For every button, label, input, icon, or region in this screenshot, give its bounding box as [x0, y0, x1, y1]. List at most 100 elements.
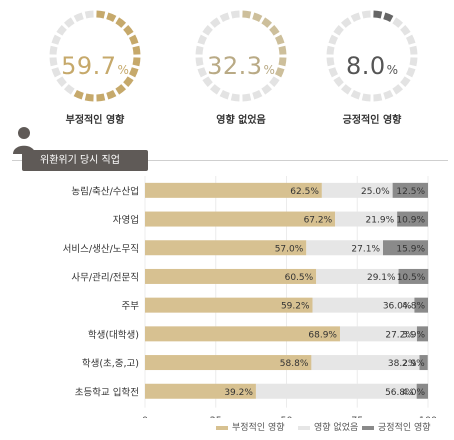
data-label: 29.1%: [367, 273, 396, 283]
donut-segment: [340, 84, 352, 95]
donut-segment: [405, 67, 416, 78]
donut-segment: [274, 34, 285, 45]
x-tick-label: 75: [351, 416, 363, 418]
data-label: 36.0%: [383, 302, 412, 312]
donut-segment: [123, 76, 134, 88]
data-label: 67.2%: [304, 216, 333, 226]
bar-segment: [145, 211, 336, 227]
donut-segment: [373, 10, 383, 19]
donut-segment: [261, 17, 273, 28]
bar-segment: [339, 326, 417, 342]
donut-segment: [278, 45, 287, 55]
bar-segment: [398, 268, 429, 284]
donut-segment: [128, 34, 139, 45]
bar-segment: [145, 268, 317, 284]
donut-segment: [409, 45, 418, 55]
data-label: 10.9%: [396, 216, 425, 226]
donut-segment: [361, 93, 371, 102]
donut-segment: [261, 84, 273, 95]
donut-segment: [106, 12, 117, 23]
data-label: 58.8%: [280, 359, 309, 369]
bar-segment: [306, 240, 384, 256]
data-label: 38.2%: [388, 359, 417, 369]
data-label: 12.5%: [396, 187, 425, 197]
donut-segment: [383, 12, 394, 23]
donut-ring: [326, 10, 418, 102]
donut-segment: [96, 10, 106, 19]
donut-segment: [202, 76, 213, 88]
bar-segment: [145, 326, 340, 342]
bar-segment: [416, 326, 428, 342]
data-label: 2.9%: [402, 359, 425, 369]
legend-swatch: [298, 425, 310, 430]
data-label: 4.0%: [402, 388, 425, 398]
donut-segment: [400, 24, 411, 36]
bar-segment: [145, 240, 307, 256]
donut-segment: [197, 67, 208, 78]
donut-segment: [230, 93, 240, 102]
donut-segment: [383, 89, 394, 100]
data-label: 60.5%: [285, 273, 314, 283]
x-tick-label: 50: [280, 416, 292, 418]
section-title: 위환위기 당시 직업: [22, 150, 148, 171]
donut-segment: [340, 17, 352, 28]
bar-segment: [145, 355, 312, 371]
bar-segment: [392, 182, 428, 198]
category-label: 사무/관리/전문직: [71, 272, 139, 283]
donut-segment: [274, 67, 285, 78]
donut-ring: [49, 10, 141, 102]
bar-segment: [335, 211, 398, 227]
data-label: 56.8%: [385, 388, 414, 398]
donut-value-unit: %: [386, 63, 399, 77]
donut-segment: [269, 24, 280, 36]
legend-swatch: [216, 425, 228, 430]
donut-segment: [392, 84, 404, 95]
donut-segment: [350, 89, 361, 100]
donut-neutral: 32.3%: [186, 0, 296, 110]
category-label: 자영업: [113, 214, 139, 226]
donut-segment: [51, 67, 62, 78]
bar-segment: [321, 182, 393, 198]
category-label: 농림/축산/수산업: [71, 185, 139, 197]
data-label: 4.8%: [402, 302, 425, 312]
donut-segment: [195, 45, 204, 55]
donut-segment: [252, 89, 263, 100]
donut-segment: [197, 34, 208, 45]
donut-segment: [49, 45, 58, 55]
legend-item-neutral: 영향 없었음: [298, 420, 358, 433]
donut-value-number: 8.0: [345, 52, 386, 80]
x-tick-label: 100: [419, 416, 437, 418]
donut-segment: [73, 12, 84, 23]
bar-segment: [145, 383, 256, 399]
donut-segment: [132, 57, 141, 67]
donut-segment: [209, 17, 221, 28]
donut-segment: [400, 76, 411, 88]
donut-segment: [326, 57, 335, 67]
data-label: 25.0%: [361, 187, 390, 197]
donut-caption-neutral: 영향 없었음: [216, 115, 266, 126]
x-tick-label: 0: [142, 416, 148, 418]
donut-segment: [202, 24, 213, 36]
donut-segment: [115, 17, 127, 28]
data-label: 21.9%: [366, 216, 395, 226]
donut-value-number: 32.3: [207, 52, 263, 80]
donut-segment: [328, 67, 339, 78]
donut-segment: [63, 84, 75, 95]
data-label: 27.2%: [385, 330, 414, 340]
donut-segment: [56, 76, 67, 88]
donut-segment: [84, 10, 94, 19]
data-label: 68.9%: [308, 330, 337, 340]
donut-segment: [242, 10, 252, 19]
donut-segment: [350, 12, 361, 23]
donut-segment: [326, 45, 335, 55]
donut-segment: [56, 24, 67, 36]
bar-segment: [312, 297, 415, 313]
donut-segment: [242, 93, 252, 102]
donut-value: 59.7%: [40, 52, 150, 80]
donut-segment: [269, 76, 280, 88]
donut-segment: [328, 34, 339, 45]
donut-caption-negative: 부정적인 영향: [65, 115, 125, 126]
donut-segment: [73, 89, 84, 100]
donut-value: 8.0%: [317, 52, 427, 80]
